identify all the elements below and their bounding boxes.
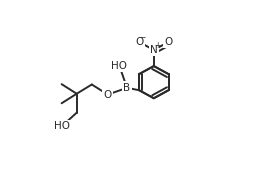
Text: O: O bbox=[104, 90, 112, 100]
Text: −: − bbox=[139, 33, 146, 42]
Text: O: O bbox=[164, 37, 173, 47]
Text: B: B bbox=[123, 83, 131, 93]
Text: N: N bbox=[150, 45, 158, 55]
Text: O: O bbox=[135, 37, 143, 47]
Text: HO: HO bbox=[54, 121, 70, 131]
Text: HO: HO bbox=[112, 61, 128, 71]
Text: +: + bbox=[154, 41, 161, 50]
